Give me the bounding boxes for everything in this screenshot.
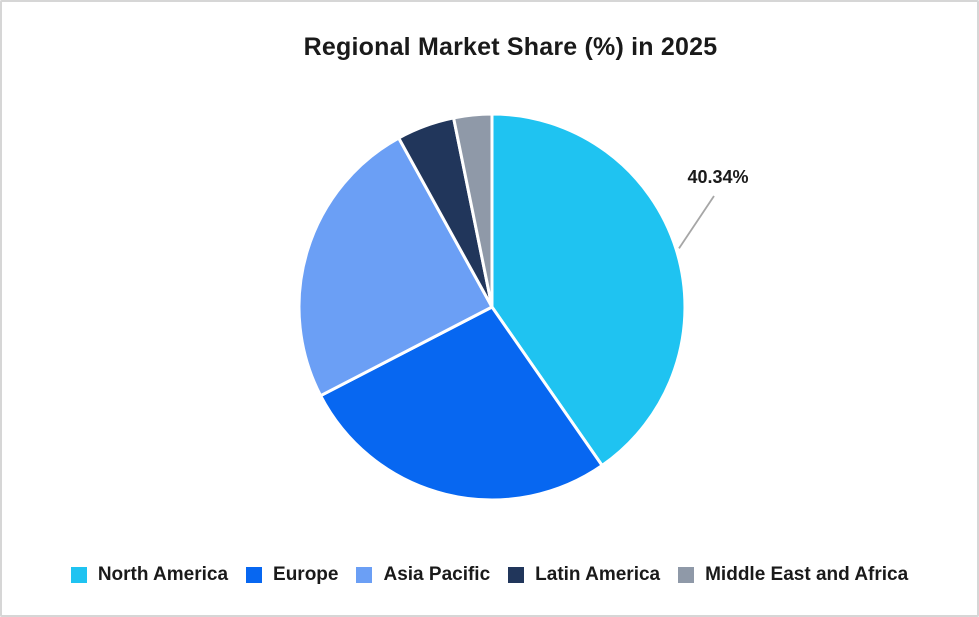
pie-slice-europe[interactable] (319, 305, 604, 502)
legend-item-latin-america[interactable]: Latin America (508, 564, 660, 586)
data-label: 40.34% (687, 167, 748, 187)
legend-swatch-icon (246, 567, 263, 583)
legend-swatch-icon (356, 567, 373, 583)
pie-slice-middle-east-and-africa[interactable] (452, 112, 494, 309)
legend: North America Europe Asia Pacific Latin Ame… (2, 559, 977, 591)
chart-title: Regional Market Share (%) in 2025 (303, 33, 718, 61)
legend-item-north-america[interactable]: North America (70, 564, 229, 586)
legend-swatch-icon (678, 567, 695, 583)
legend-swatch-icon (508, 567, 525, 583)
legend-label: North America (97, 564, 229, 585)
legend-label: Middle East and Africa (705, 564, 909, 585)
pie-slice-north-america[interactable] (490, 112, 687, 467)
legend-label: Asia Pacific (383, 564, 491, 585)
leader-line-icon (678, 195, 715, 249)
legend-item-middle-east-and-africa[interactable]: Middle East and Africa (678, 564, 908, 586)
legend-swatch-icon (70, 567, 87, 583)
legend-item-asia-pacific[interactable]: Asia Pacific (356, 564, 490, 586)
legend-item-europe[interactable]: Europe (246, 564, 338, 586)
pie-slice-asia-pacific[interactable] (297, 136, 494, 398)
pie-slices-group (297, 112, 687, 502)
legend-label: Latin America (535, 564, 661, 585)
legend-label: Europe (273, 564, 339, 585)
